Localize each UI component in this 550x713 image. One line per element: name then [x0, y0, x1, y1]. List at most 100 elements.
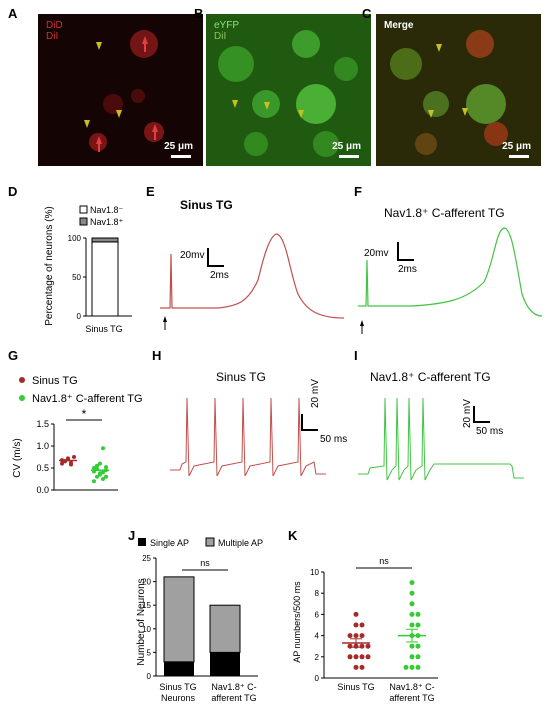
trace-f	[358, 227, 543, 334]
chart-d: Percentage of neurons (%) 0 50 100 Nav1.8⁻…	[44, 205, 132, 334]
k-ytick-label: 2	[315, 653, 320, 662]
e-scale-bar	[207, 248, 224, 267]
k-x-cat-1: Sinus TG	[337, 682, 374, 692]
d-legend-pos: Nav1.8⁺	[90, 217, 124, 227]
g-ytick-label: 0.5	[36, 463, 49, 473]
scale-text-a: 25 μm	[164, 141, 193, 152]
k-point	[359, 633, 365, 639]
panel-label-f: F	[354, 184, 362, 199]
k-point	[347, 633, 353, 639]
g-point	[101, 470, 105, 475]
panel-label-k: K	[288, 528, 298, 543]
j-legend-single: Single AP	[150, 538, 189, 548]
panel-label-a: A	[8, 6, 18, 21]
k-point	[409, 664, 415, 670]
chart-k: AP numbers/500 ms 0 2 4 6 8 10 ns Sinus TG Na…	[292, 556, 438, 703]
h-scale-v: 20 mV	[310, 379, 321, 408]
k-point	[359, 654, 365, 660]
f-scale-v: 20mv	[364, 248, 389, 259]
k-point	[359, 664, 365, 670]
g-ytick-label: 1.0	[36, 441, 49, 451]
trace-e	[160, 233, 345, 330]
panel-label-j: J	[128, 528, 136, 543]
panel-label-b: B	[194, 6, 204, 21]
g-legend-sinus: Sinus TG	[32, 375, 78, 387]
k-point	[409, 611, 415, 617]
micrograph-b: eYFP DiI 25 μm	[206, 14, 371, 166]
i-spike-train	[358, 397, 524, 481]
panel-label-h: H	[152, 348, 162, 363]
panel-label-g: G	[8, 348, 19, 363]
k-ytick-label: 0	[315, 674, 320, 683]
k-x-cat-2b: afferent TG	[389, 693, 434, 703]
g-point	[95, 463, 99, 468]
k-point	[415, 622, 421, 628]
g-significance: *	[82, 407, 87, 421]
trace-h	[170, 397, 326, 477]
g-point	[92, 479, 96, 484]
i-scale-bar	[473, 406, 490, 423]
trace-title-f: Nav1.8⁺ C-afferent TG	[384, 206, 505, 220]
k-point	[353, 664, 359, 670]
k-ytick-label: 8	[315, 589, 320, 598]
k-point	[409, 622, 415, 628]
d-ytick-label: 50	[72, 273, 81, 282]
micrograph-a: DiD DiI 25 μm	[38, 14, 203, 166]
j-x-cat-2b: afferent TG	[211, 693, 256, 703]
d-bar-pos	[91, 241, 119, 317]
g-point	[104, 474, 108, 479]
d-x-category: Sinus TG	[85, 324, 122, 334]
j-bar-multiple	[209, 604, 241, 653]
j-x-cat-1a: Sinus TG	[159, 682, 196, 692]
g-legend-dot-sinus	[19, 377, 25, 383]
chart-j: Single AP Multiple AP Number of Neurons …	[136, 537, 263, 703]
g-point	[95, 474, 99, 479]
k-point	[365, 654, 371, 660]
j-ytick-label: 15	[142, 601, 151, 610]
g-legend-nav: Nav1.8⁺ C-afferent TG	[32, 393, 143, 405]
k-ytick-label: 4	[315, 632, 320, 641]
chart-g: Sinus TG Nav1.8⁺ C-afferent TG CV (m/s) …	[12, 375, 143, 495]
e-ap-trace	[160, 233, 345, 319]
scale-bar-a	[171, 155, 191, 158]
f-scale-t: 2ms	[398, 264, 417, 275]
k-point	[409, 590, 415, 596]
j-legend-swatch-single	[138, 538, 146, 546]
k-point	[353, 654, 359, 660]
j-ylabel: Number of Neurons	[136, 578, 147, 665]
j-ytick-label: 10	[142, 625, 151, 634]
j-legend-swatch-multiple	[205, 537, 215, 547]
j-legend-multiple: Multiple AP	[218, 538, 263, 548]
k-point	[409, 601, 415, 607]
k-point	[409, 654, 415, 660]
i-scale-t: 50 ms	[476, 426, 504, 437]
g-point	[92, 466, 96, 470]
e-scale-t: 2ms	[210, 270, 229, 281]
k-x-cat-2a: Nav1.8⁺ C-	[389, 682, 434, 692]
channel-labels-a: DiD DiI	[46, 20, 63, 42]
g-point	[104, 465, 108, 470]
k-ytick-label: 10	[310, 568, 319, 577]
j-bar-single	[164, 661, 194, 676]
trace-title-h: Sinus TG	[216, 370, 266, 384]
g-point	[66, 456, 70, 461]
green-arrowheads	[84, 42, 122, 128]
scale-bar-c	[509, 155, 529, 158]
k-point	[403, 664, 409, 670]
panel-label-e: E	[146, 184, 155, 199]
k-point	[415, 611, 421, 617]
k-point	[347, 643, 353, 649]
k-point	[353, 622, 359, 628]
f-ap-trace	[358, 227, 543, 317]
e-scale-v: 20mv	[180, 250, 205, 261]
h-spike-train	[170, 397, 326, 477]
g-ytick-label: 1.5	[36, 419, 49, 429]
g-point	[101, 477, 105, 481]
h-scale-t: 50 ms	[320, 434, 348, 445]
scale-text-c: 25 μm	[502, 141, 531, 152]
g-point	[60, 461, 64, 466]
k-point	[365, 643, 371, 649]
trace-title-e: Sinus TG	[180, 198, 233, 212]
f-stim-arrow	[360, 320, 364, 326]
d-bar-neg	[91, 237, 119, 243]
